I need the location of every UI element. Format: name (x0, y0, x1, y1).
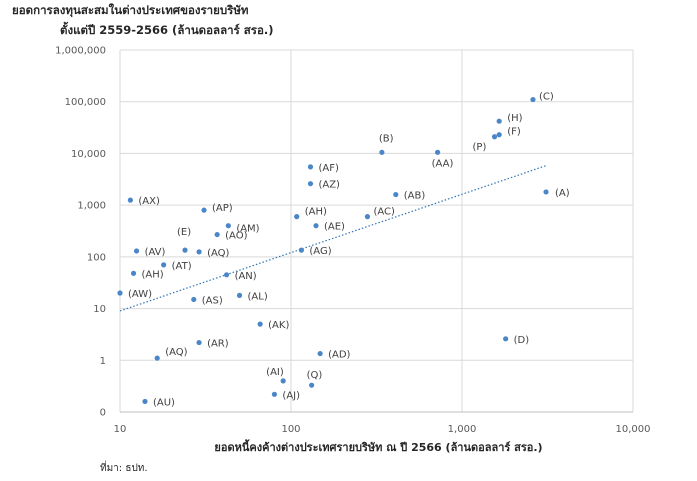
point-label: (P) (473, 142, 487, 153)
y-tick-label: 0 (100, 408, 106, 419)
chart-title-line1: ยอดการลงทุนสะสมในต่างประเทศของรายบริษัท (12, 3, 249, 17)
data-point (271, 391, 278, 397)
point-label: (Q) (307, 370, 323, 381)
point-label: (AQ) (207, 248, 229, 259)
y-tick-label: 1,000,000 (55, 46, 106, 57)
point-label: (AL) (248, 291, 268, 302)
data-point (161, 262, 167, 268)
point-label: (AU) (153, 397, 175, 408)
data-point (127, 197, 133, 203)
data-point (257, 321, 263, 327)
point-label: (AK) (268, 320, 289, 331)
point-label: (AH) (305, 207, 327, 218)
data-point (393, 191, 399, 198)
point-label: (AP) (212, 203, 233, 214)
data-point (496, 118, 502, 124)
point-label: (AG) (309, 246, 331, 257)
y-tick-label: 100 (87, 252, 106, 263)
y-tick-label: 1 (100, 356, 106, 367)
data-point (196, 339, 202, 346)
data-point (317, 350, 323, 357)
x-tick-label: 1,000 (448, 424, 477, 435)
point-label: (AA) (432, 158, 454, 169)
point-label: (AH) (142, 269, 164, 280)
point-label: (F) (507, 127, 521, 138)
x-axis-label: ยอดหนี้คงค้างต่างประเทศรายบริษัท ณ ปี 25… (214, 441, 543, 454)
data-point (191, 296, 197, 303)
chart-title-line2: ตั้งแต่ปี 2559-2566 (ล้านดอลลาร์ สรอ.) (60, 23, 274, 37)
point-label: (A) (555, 188, 570, 199)
data-point (313, 223, 319, 229)
data-point (503, 336, 509, 342)
data-point (379, 149, 385, 155)
point-label: (AW) (128, 289, 152, 300)
point-label: (H) (507, 113, 522, 124)
data-point (236, 292, 243, 298)
data-point (294, 214, 300, 220)
point-label: (E) (177, 227, 191, 238)
grid (119, 49, 634, 413)
y-tick-label: 10 (93, 304, 106, 315)
data-point (223, 272, 230, 278)
point-label: (AF) (318, 163, 338, 174)
x-tick-label: 10,000 (616, 424, 651, 435)
data-point (307, 164, 314, 170)
point-label: (AI) (266, 367, 284, 378)
data-point (196, 249, 202, 255)
data-point (201, 207, 207, 213)
point-label: (AM) (236, 224, 259, 235)
data-point (543, 189, 549, 195)
data-point (214, 231, 220, 238)
point-label: (D) (514, 335, 530, 346)
data-point (225, 223, 231, 229)
data-point (530, 96, 536, 103)
point-label: (AO) (225, 231, 247, 242)
y-tick-label: 10,000 (71, 149, 106, 160)
point-label: (AQ) (165, 347, 187, 358)
data-point (435, 149, 441, 155)
axis-ticks: 0 1 10 100 1,000 10,000 100,000 1,000,000 10 100 1… (55, 46, 650, 436)
point-label: (AJ) (282, 390, 300, 401)
y-tick-label: 100,000 (65, 97, 106, 108)
point-label: (AB) (404, 191, 426, 202)
point-label: (AD) (328, 350, 350, 361)
point-label: (AV) (145, 247, 166, 258)
source-note: ที่มา: ธปท. (100, 463, 148, 474)
data-point (298, 247, 304, 253)
data-point (117, 290, 123, 296)
point-label: (AX) (138, 196, 160, 207)
data-point (491, 134, 498, 140)
point-label: (B) (379, 133, 394, 144)
data-point (364, 214, 371, 220)
data-point (133, 248, 140, 254)
point-label: (AC) (373, 207, 395, 218)
trendline (119, 165, 547, 312)
y-tick-label: 1,000 (77, 201, 106, 212)
data-point (142, 398, 148, 405)
points-group: (C) (H) (F) (P) (B) (AA) (AF) (AZ) (A) (AB) (AX) (A… (117, 92, 570, 408)
data-point (182, 247, 188, 253)
data-point (154, 355, 160, 361)
data-point (307, 181, 314, 187)
point-label: (AR) (207, 339, 229, 350)
trendline-group (119, 165, 547, 312)
point-label: (AZ) (318, 180, 340, 191)
point-label: (AT) (172, 261, 192, 272)
data-point (496, 132, 502, 138)
data-point (309, 382, 315, 388)
x-tick-label: 100 (281, 424, 300, 435)
x-tick-label: 10 (114, 424, 127, 435)
point-label: (AE) (324, 222, 345, 233)
point-label: (C) (539, 92, 554, 103)
point-label: (AS) (202, 295, 223, 306)
data-point (280, 378, 286, 384)
data-point (130, 270, 137, 276)
point-label: (AN) (235, 271, 257, 282)
